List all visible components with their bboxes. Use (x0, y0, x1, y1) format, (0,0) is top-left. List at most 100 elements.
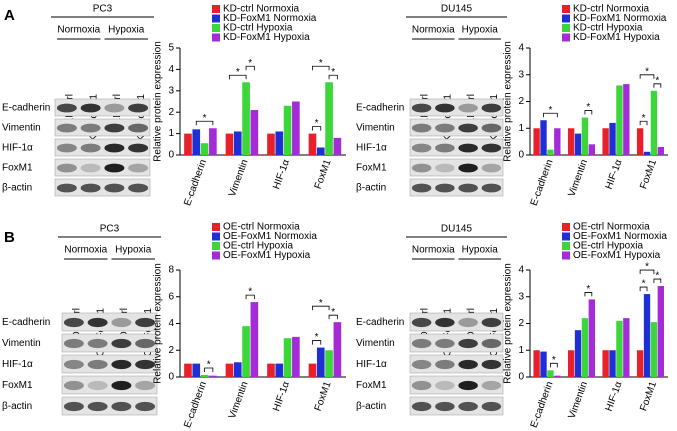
significance-mark: * (642, 113, 646, 124)
blot-band (104, 103, 125, 113)
blot-band (128, 143, 149, 153)
blot-band (458, 123, 478, 133)
row-label: E-cadherin (356, 317, 404, 328)
bar (283, 105, 292, 155)
legend-swatch (212, 223, 220, 231)
bar (200, 374, 209, 377)
significance-bracket (543, 112, 558, 118)
legend-swatch (562, 232, 570, 241)
legend-swatch (212, 14, 220, 23)
bar (533, 128, 540, 155)
y-tick-label: 1 (168, 128, 174, 139)
blot-band (128, 163, 149, 173)
blot-band (63, 401, 84, 412)
blot-strip (61, 396, 158, 416)
blot-strip (61, 375, 158, 395)
significance-bracket (245, 294, 255, 300)
row-label: Vimentin (356, 338, 395, 349)
y-tick-label: 1 (518, 123, 524, 134)
significance-mark: * (645, 66, 649, 77)
legend-swatch (562, 14, 570, 23)
blot-strip (54, 118, 151, 137)
blot-band (63, 359, 84, 370)
blot-band (111, 359, 132, 370)
blot-band (80, 183, 101, 193)
condition-label: Normoxia (57, 25, 100, 36)
row-label: FoxM1 (356, 163, 387, 174)
significance-bracket (312, 126, 322, 131)
blot-band (104, 163, 125, 173)
condition-label: Normoxia (64, 245, 107, 256)
significance-mark: * (315, 118, 319, 129)
blot-strip (54, 138, 151, 157)
lane-label: KD-FoxM1 (136, 94, 147, 142)
bar (325, 82, 333, 155)
blot-band (63, 338, 84, 349)
blot-band (111, 380, 132, 391)
legend-swatch (562, 33, 570, 42)
lane-label: KD-FoxM1 (88, 94, 99, 142)
blot-band (87, 401, 108, 412)
significance-mark: * (552, 355, 556, 366)
lane-label: KD-FoxM1 (443, 94, 454, 142)
blot-strip (409, 138, 504, 157)
bar (643, 294, 651, 377)
significance-bracket (312, 65, 330, 71)
bar (333, 137, 342, 155)
y-tick-label: 0 (168, 372, 174, 383)
blot-band (56, 143, 77, 153)
significance-mark: * (248, 287, 252, 298)
y-tick-label: 8 (168, 265, 174, 276)
y-axis-label: Relative protein expression (153, 41, 164, 162)
blot-band (458, 163, 478, 173)
bar (650, 322, 658, 377)
blot-strip (409, 375, 504, 395)
y-axis-label: Relative protein expression (153, 263, 164, 384)
blot-strip (54, 98, 151, 117)
blot-band (458, 143, 478, 153)
blot-title: PC3 (100, 224, 120, 235)
bar (657, 146, 664, 155)
blot-band (481, 401, 502, 412)
lane-label: OE-FoxM1 (95, 308, 106, 357)
legend-label: KD-ctrl Normoxia (573, 4, 650, 15)
y-tick-label: 6 (168, 291, 174, 302)
legend-swatch (562, 24, 570, 32)
blot-band (435, 143, 455, 153)
bar (547, 370, 554, 377)
blot-band (411, 317, 432, 328)
blot-band (87, 317, 108, 328)
blot-band (104, 123, 125, 133)
blot-band (458, 103, 478, 113)
legend-label: KD-FoxM1 Normoxia (573, 13, 667, 24)
blot-band (458, 401, 478, 412)
bar (333, 322, 342, 377)
row-label: β-actin (2, 401, 32, 412)
bar (200, 143, 209, 155)
legend-label: OE-FoxM1 Hypoxia (223, 250, 311, 261)
bar (267, 363, 275, 377)
blot-band (56, 123, 77, 133)
blot-band (458, 359, 478, 370)
bar (225, 133, 234, 155)
significance-bracket (639, 74, 655, 79)
blot-band (87, 380, 108, 391)
row-label: Vimentin (2, 338, 41, 349)
bar (554, 128, 561, 155)
blot-band (128, 103, 149, 113)
row-label: FoxM1 (356, 380, 387, 391)
bar (636, 350, 644, 377)
bar (547, 149, 554, 155)
bar (209, 128, 217, 155)
blot-band (458, 338, 478, 349)
blot-band (56, 103, 77, 113)
bar (609, 122, 616, 155)
bar (242, 326, 250, 377)
blot-band (87, 338, 108, 349)
bar (574, 133, 582, 155)
significance-mark: * (248, 58, 252, 69)
blot-band (111, 401, 132, 412)
significance-mark: * (655, 75, 659, 86)
lane-label: KD-FoxM1 (489, 94, 500, 142)
